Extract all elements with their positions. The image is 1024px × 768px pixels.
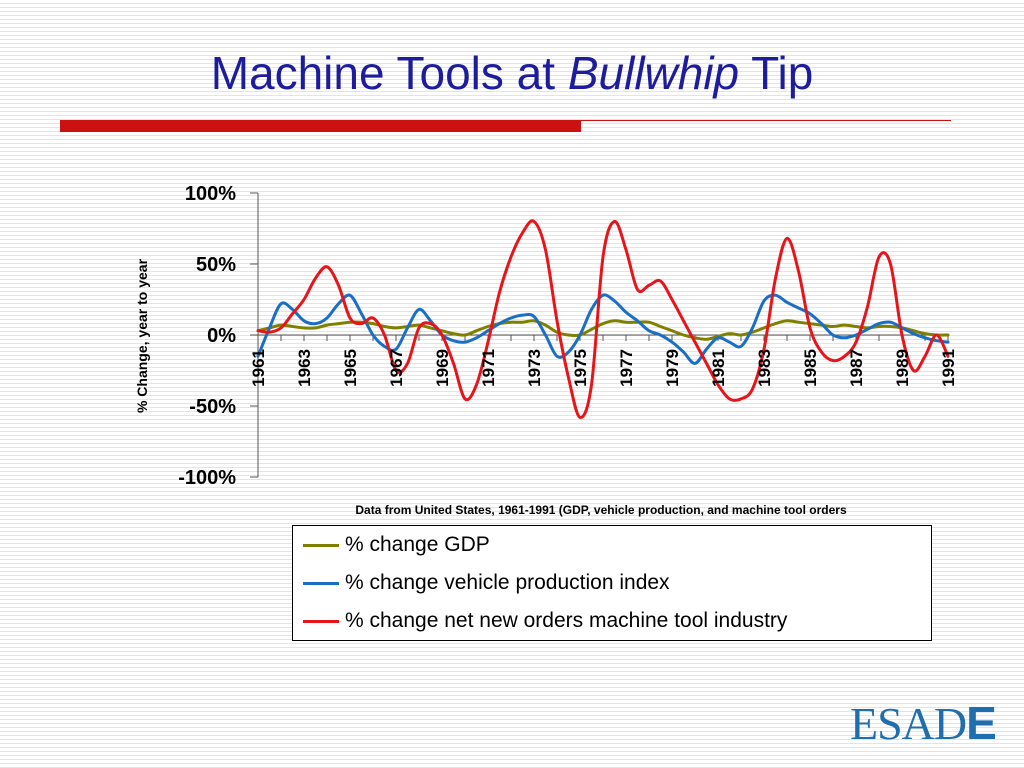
chart-series [256,219,950,419]
x-tick-label: 1975 [571,349,590,387]
x-tick-labels: 1961 1963 1965 1967 1969 1971 1973 1975 1977 1979… [249,349,958,387]
y-tick-label: 50% [196,254,236,276]
x-tick-label: 1985 [801,349,820,387]
legend-item-vehicle: % change vehicle production index [303,570,670,596]
chart-legend: % change GDP % change vehicle production… [292,525,932,641]
x-tick-label: 1977 [617,349,636,387]
x-tick-label: 1983 [755,349,774,387]
x-tick-label: 1981 [709,349,728,387]
title-italic: Bullwhip [567,47,740,99]
x-tick-label: 1973 [525,349,544,387]
y-tick-label: -50% [189,396,236,418]
series-line-gdp [256,319,950,341]
x-tick-label: 1971 [479,349,498,387]
x-tick-label: 1969 [433,349,452,387]
series-line-vehicle [256,293,950,365]
x-tick-label: 1965 [341,349,360,387]
y-tick-label: 0% [207,325,236,347]
title-suffix: Tip [739,47,814,99]
legend-swatch-gdp [303,543,339,547]
x-tick-label: 1989 [893,349,912,387]
x-tick-label: 1979 [663,349,682,387]
title-underline-thin [581,120,951,121]
logo-text-last: E [966,697,997,749]
x-tick-label: 1963 [295,349,314,387]
y-axis-label: % Change, year to year [134,258,150,413]
title-underline-accent [60,120,581,132]
x-axis-label: Data from United States, 1961-1991 (GDP,… [355,503,847,517]
x-tick-label: 1987 [847,349,866,387]
y-tick-label: 100% [185,183,236,205]
chart-axes [250,192,949,478]
x-tick-label: 1991 [939,349,958,387]
series-line-orders [256,219,950,419]
legend-label-gdp: % change GDP [345,533,490,556]
esade-logo: ESADE [850,697,997,749]
legend-label-orders: % change net new orders machine tool ind… [345,609,788,632]
legend-swatch-orders [303,619,339,623]
legend-swatch-vehicle [303,581,339,585]
legend-item-orders: % change net new orders machine tool ind… [303,608,787,634]
x-tick-label: 1961 [249,349,268,387]
x-tick-label: 1967 [387,349,406,387]
legend-item-gdp: % change GDP [303,532,490,558]
logo-text-main: ESAD [850,698,967,749]
y-tick-labels: 100% 50% 0% -50% -100% [178,183,236,489]
slide-title: Machine Tools at Bullwhip Tip [0,48,1024,99]
legend-label-vehicle: % change vehicle production index [345,571,670,594]
title-prefix: Machine Tools at [210,47,568,99]
y-tick-label: -100% [178,467,236,489]
